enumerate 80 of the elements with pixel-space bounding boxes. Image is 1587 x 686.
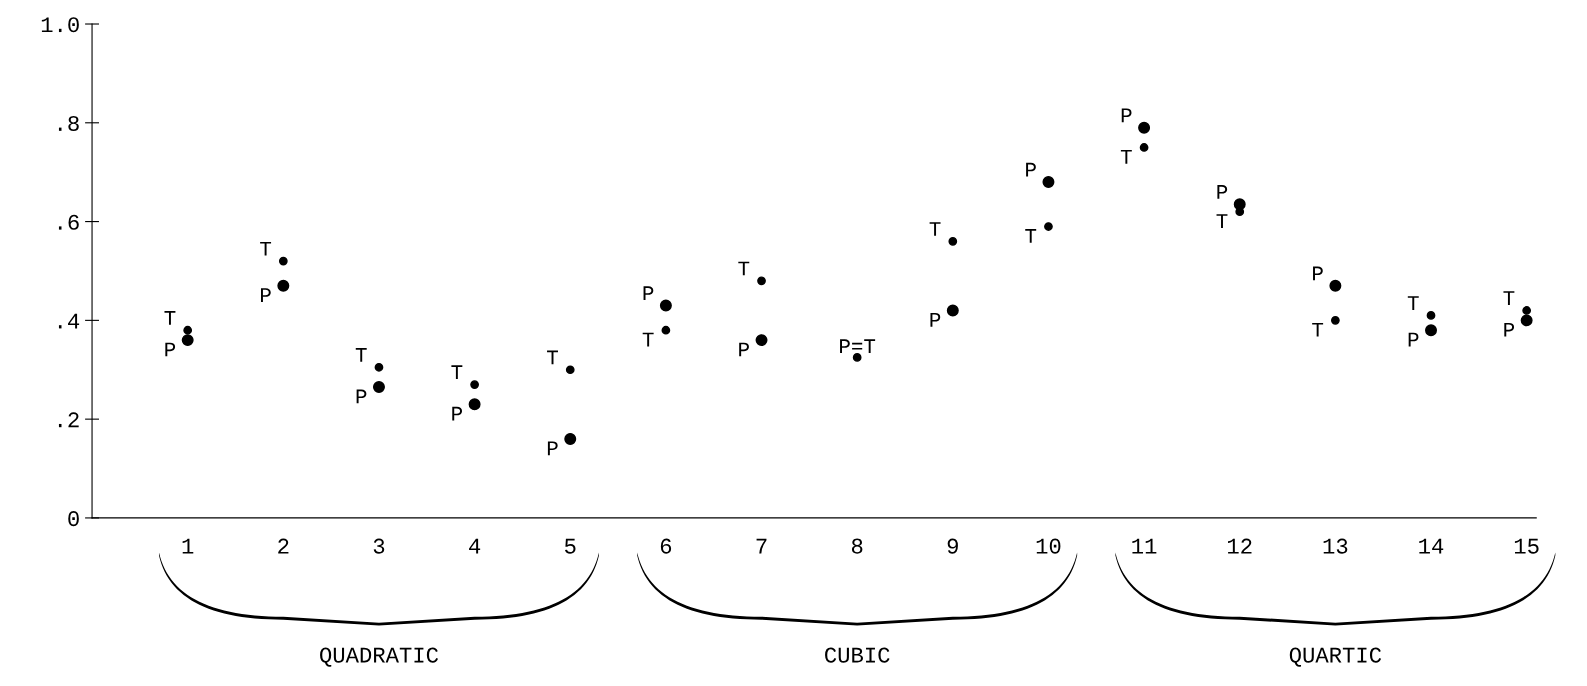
point (468, 398, 481, 411)
text: T (929, 222, 941, 236)
point (661, 325, 671, 335)
y-tick-label: .2 (58, 412, 79, 428)
point (278, 256, 288, 266)
y-tick-label: .4 (58, 313, 80, 329)
text: T (1503, 291, 1515, 305)
point (1520, 314, 1533, 327)
x-tick-label: 5 (564, 538, 576, 554)
x-tick-label: 10 (1036, 538, 1061, 554)
point (374, 362, 384, 372)
text: T (1025, 229, 1037, 243)
x-tick-label: 15 (1514, 538, 1539, 554)
text: CUBIC (825, 647, 890, 663)
text: T (1216, 214, 1228, 228)
y-tick-label: 1.0 (41, 17, 79, 33)
text: T (355, 348, 367, 362)
point (948, 236, 958, 246)
x-tick-label: 9 (947, 538, 958, 554)
annotation: P=T (840, 339, 876, 354)
x-tick-label: 4 (469, 538, 481, 554)
text: P (1313, 266, 1323, 281)
x-tick-label: 12 (1228, 538, 1252, 554)
point (372, 381, 385, 394)
point (565, 365, 575, 375)
text: P (356, 389, 367, 404)
text: QUARTIC (1289, 647, 1382, 667)
x-tick-label: 2 (278, 538, 289, 554)
text: T (738, 261, 750, 276)
text: P (547, 441, 558, 456)
text: P (1408, 332, 1419, 347)
x-tick-label: 3 (373, 538, 385, 554)
x-tick-label: 13 (1323, 538, 1348, 554)
point (852, 353, 862, 362)
text: P (643, 286, 654, 301)
y-tick-label: .8 (58, 115, 79, 132)
point (946, 304, 959, 317)
point (277, 279, 290, 292)
point (1426, 311, 1436, 320)
point (1042, 176, 1055, 189)
x-tick-label: 6 (660, 538, 672, 554)
text: T (1407, 296, 1419, 310)
text: P (739, 342, 749, 357)
text: P (1217, 185, 1228, 199)
point (183, 325, 193, 335)
x-tick-label: 1 (182, 538, 194, 554)
point (1331, 315, 1340, 325)
series-label: T (642, 332, 654, 347)
series-label: P (1504, 322, 1515, 337)
text: P (1026, 162, 1036, 177)
point (564, 432, 577, 445)
y-tick-label: .6 (58, 214, 79, 230)
point (659, 299, 672, 312)
point (755, 334, 768, 347)
text: T (260, 241, 272, 256)
point (1138, 121, 1151, 134)
text: P (452, 406, 463, 421)
point (757, 276, 766, 286)
point (1329, 279, 1342, 292)
point (181, 334, 194, 347)
text: T (1120, 150, 1132, 164)
point (470, 380, 479, 389)
point (1139, 143, 1149, 152)
text: QUADRATIC (320, 647, 439, 667)
text: T (1312, 322, 1324, 337)
x-tick-label: 11 (1132, 538, 1157, 554)
text: P (1121, 108, 1132, 123)
point (1425, 324, 1437, 337)
point (1522, 306, 1532, 315)
text: T (451, 365, 463, 380)
x-tick-label: 7 (756, 538, 767, 554)
text: P (165, 342, 176, 357)
x-tick-label: 14 (1419, 538, 1444, 554)
text: P (260, 288, 271, 303)
text: T (547, 350, 558, 365)
x-tick-label: 8 (851, 538, 863, 554)
y-tick-label: 0 (68, 511, 79, 527)
text: T (164, 311, 176, 325)
point (1044, 222, 1053, 231)
text: P (930, 313, 941, 327)
